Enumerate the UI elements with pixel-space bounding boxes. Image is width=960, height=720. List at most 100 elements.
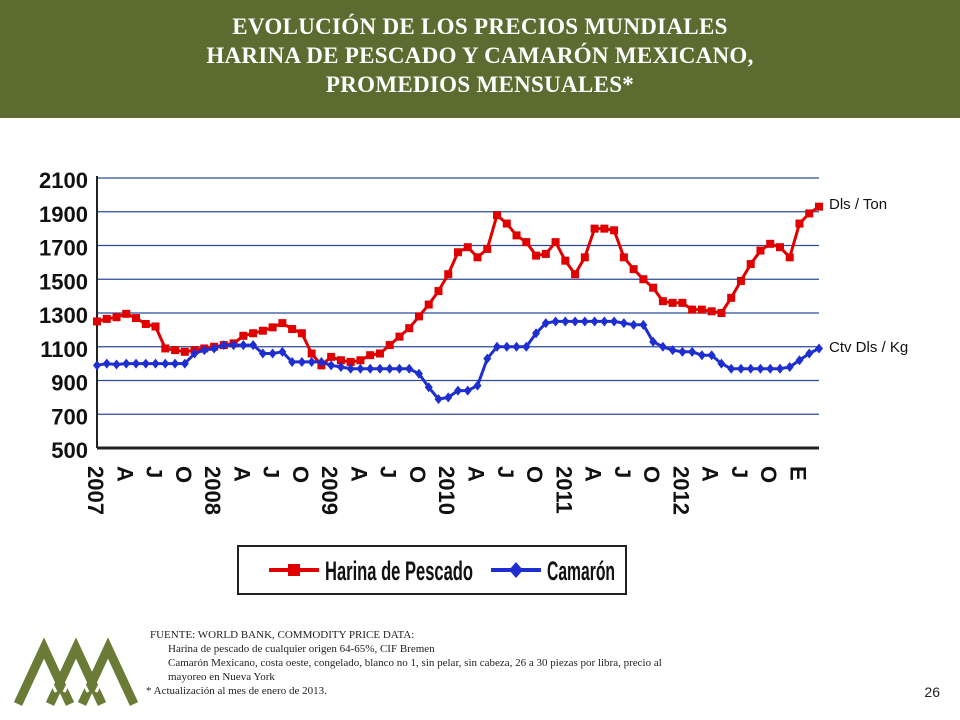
legend-harina-marker [288, 564, 300, 576]
source-camaron-cont: mayoreo en Nueva York [168, 671, 275, 683]
source-notes: FUENTE: WORLD BANK, COMMODITY PRICE DATA… [146, 628, 662, 698]
camaron-data-point [697, 350, 706, 361]
harina-data-point [610, 226, 619, 235]
harina-data-point [785, 253, 794, 262]
y-tick-label: 1900 [39, 202, 88, 227]
camaron-data-point [102, 358, 111, 369]
camaron-data-point [141, 358, 150, 369]
camaron-data-point [629, 319, 638, 330]
x-tick-label: 2008 [200, 466, 225, 515]
y-tick-label: 1500 [39, 269, 88, 294]
harina-data-point [707, 307, 716, 316]
camaron-data-point [200, 345, 209, 356]
camaron-data-point [727, 363, 736, 374]
harina-data-point [805, 209, 814, 218]
camaron-data-point [444, 392, 453, 403]
camaron-data-point [541, 318, 550, 329]
camaron-data-point [551, 316, 560, 327]
harina-data-point [414, 312, 423, 321]
harina-data-point [571, 270, 580, 279]
camaron-data-point [619, 318, 628, 329]
x-tick-label: J [259, 466, 284, 478]
harina-data-point [795, 219, 804, 228]
camaron-data-point [717, 358, 726, 369]
camaron-data-point [122, 358, 131, 369]
harina-data-point [668, 298, 677, 307]
chart-legend: Harina de Pescado Camarón [237, 545, 627, 595]
camaron-data-point [610, 316, 619, 327]
camaron-data-point [297, 356, 306, 367]
harina-data-point [122, 309, 131, 318]
harina-data-point [551, 238, 560, 247]
x-tick-label: J [727, 466, 752, 478]
harina-data-point [375, 349, 384, 358]
camaron-data-point [473, 380, 482, 391]
harina-data-point [512, 231, 521, 240]
harina-data-point [473, 253, 482, 262]
harina-data-point [463, 243, 472, 252]
series-line-harina [96, 205, 820, 367]
harina-data-point [454, 248, 462, 257]
camaron-data-point [580, 316, 589, 327]
harina-data-point [736, 276, 745, 285]
camaron-data-point [317, 356, 326, 367]
x-tick-label: A [464, 466, 489, 482]
x-tick-label: A [698, 466, 723, 482]
y-tick-label: 1700 [39, 236, 88, 261]
camaron-data-point [658, 341, 667, 352]
legend-camaron-marker [509, 562, 523, 578]
page-number: 26 [924, 684, 940, 700]
harina-data-point [102, 314, 111, 323]
harina-data-point [171, 346, 180, 355]
harina-data-point [493, 211, 502, 220]
camaron-data-point [600, 316, 609, 327]
y-tick-label: 2100 [39, 168, 88, 193]
harina-data-point [522, 238, 531, 247]
harina-data-point [161, 344, 170, 353]
harina-data-point [502, 219, 511, 228]
camaron-data-point [795, 355, 804, 366]
organization-logo-icon [13, 637, 139, 706]
harina-data-point [385, 341, 394, 350]
camaron-unit-label: Ctv Dls / Kg [829, 339, 908, 356]
camaron-data-point [707, 350, 716, 361]
harina-data-point [658, 297, 667, 306]
harina-data-point [766, 239, 775, 248]
x-tick-label: 2007 [83, 466, 108, 515]
source-camaron: Camarón Mexicano, costa oeste, congelado… [168, 657, 662, 669]
camaron-data-point [239, 340, 248, 351]
camaron-data-point [268, 348, 277, 359]
camaron-data-point [385, 363, 394, 374]
camaron-data-point [161, 358, 170, 369]
x-tick-label: O [171, 466, 196, 483]
harina-data-point [112, 313, 121, 322]
x-tick-label: A [581, 466, 606, 482]
harina-data-point [727, 293, 736, 302]
x-tick-label: E [785, 466, 810, 481]
camaron-data-point [805, 348, 814, 359]
camaron-data-point [639, 319, 648, 330]
harina-data-point [132, 314, 141, 323]
title-banner: EVOLUCIÓN DE LOS PRECIOS MUNDIALES HARIN… [0, 0, 960, 118]
harina-data-point [775, 243, 784, 252]
camaron-data-point [356, 363, 365, 374]
x-tick-label: A [346, 466, 371, 482]
camaron-data-point [180, 358, 189, 369]
camaron-data-point [736, 363, 745, 374]
x-tick-label: J [142, 466, 167, 478]
harina-data-point [580, 253, 589, 262]
x-tick-label: O [288, 466, 313, 483]
x-tick-label: 2011 [551, 466, 576, 514]
camaron-data-point [775, 363, 784, 374]
harina-data-point [532, 251, 541, 260]
camaron-data-point [532, 328, 541, 339]
harina-data-point [424, 300, 433, 309]
camaron-data-point [678, 346, 687, 357]
harina-data-point [288, 325, 297, 334]
camaron-data-point [463, 385, 472, 396]
camaron-data-point [756, 363, 765, 374]
camaron-data-point [229, 340, 238, 351]
camaron-data-point [249, 340, 258, 351]
camaron-data-point [454, 385, 462, 396]
title-line-3: PROMEDIOS MENSUALES* [325, 72, 635, 97]
